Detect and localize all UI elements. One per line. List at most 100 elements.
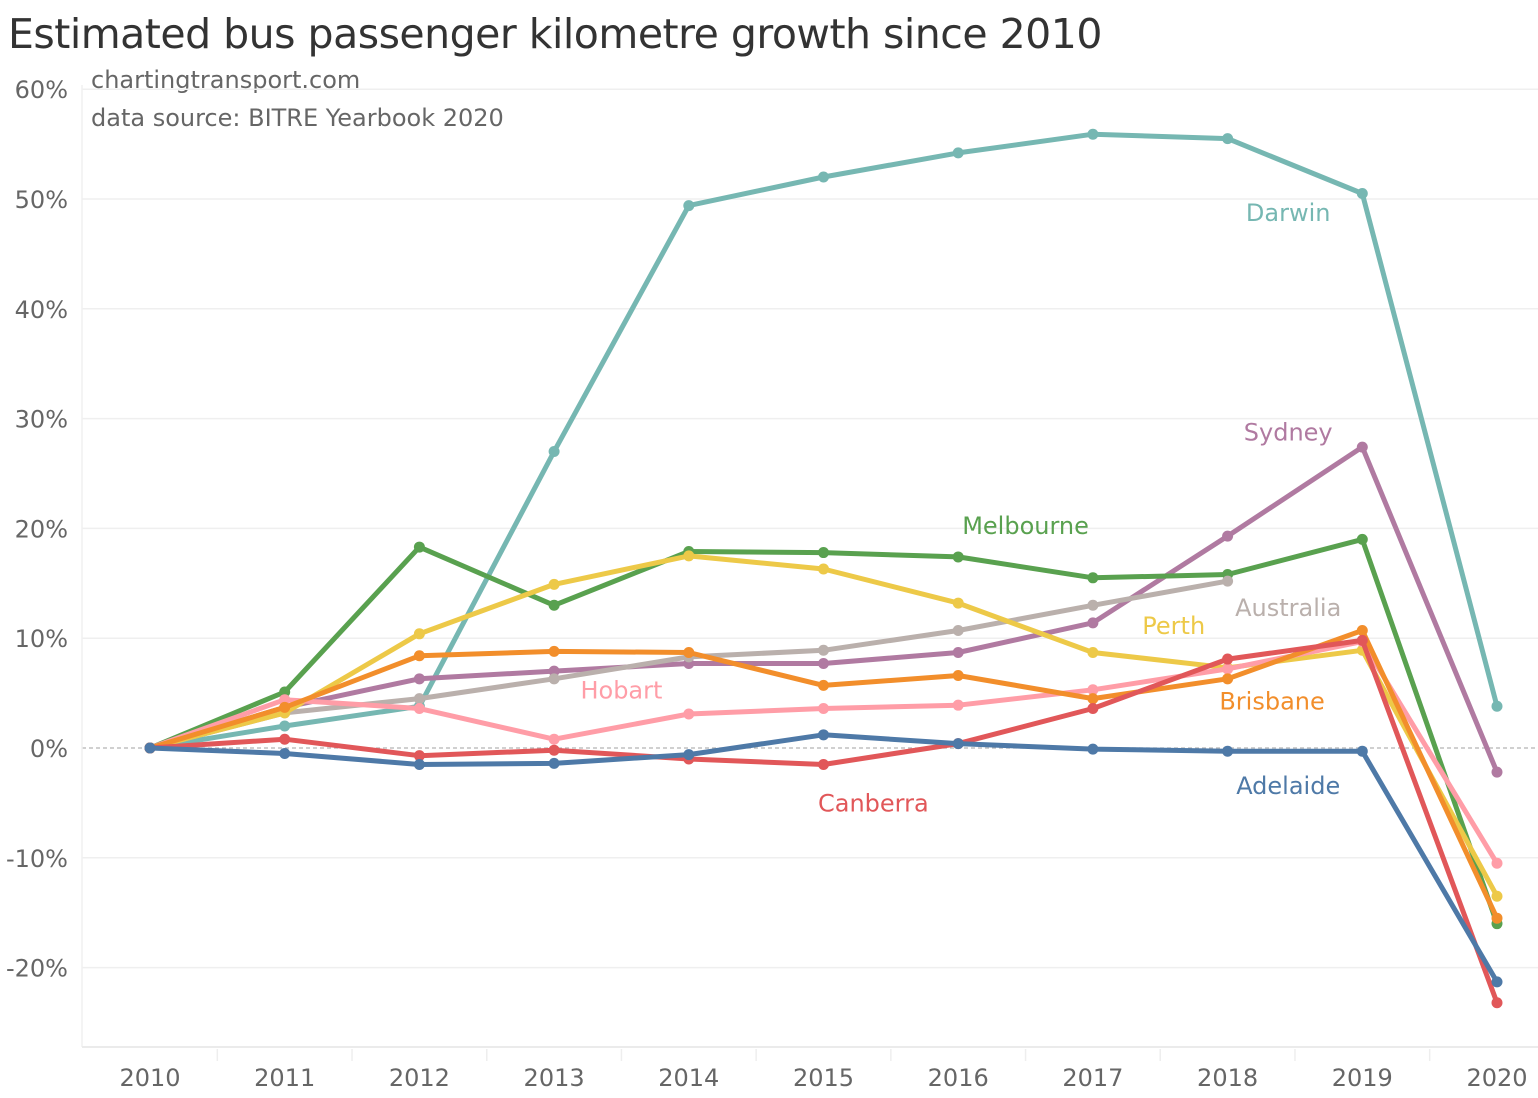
data-point-melbourne bbox=[952, 551, 964, 563]
data-point-adelaide bbox=[1222, 745, 1234, 757]
data-point-sydney bbox=[1356, 441, 1368, 453]
gridlines bbox=[82, 88, 1538, 969]
series-label-brisbane: Brisbane bbox=[1219, 688, 1324, 716]
data-point-hobart bbox=[952, 699, 964, 711]
data-point-darwin bbox=[1491, 700, 1503, 712]
x-tick-label: 2019 bbox=[1332, 1064, 1393, 1092]
data-point-hobart bbox=[1087, 684, 1099, 696]
data-point-darwin bbox=[279, 720, 291, 732]
data-point-brisbane bbox=[683, 646, 695, 658]
data-point-brisbane bbox=[413, 650, 425, 662]
data-point-brisbane bbox=[1356, 625, 1368, 637]
data-point-darwin bbox=[683, 200, 695, 212]
x-tick-label: 2011 bbox=[254, 1064, 315, 1092]
y-tick-label: -10% bbox=[6, 845, 68, 873]
data-point-hobart bbox=[683, 708, 695, 720]
series-label-australia: Australia bbox=[1235, 594, 1341, 622]
data-point-australia bbox=[1087, 599, 1099, 611]
data-point-brisbane bbox=[1491, 912, 1503, 924]
series-label-adelaide: Adelaide bbox=[1236, 772, 1340, 800]
chart-title: Estimated bus passenger kilometre growth… bbox=[8, 10, 1102, 58]
data-point-canberra bbox=[1087, 702, 1099, 714]
data-point-canberra bbox=[1356, 634, 1368, 646]
data-point-brisbane bbox=[548, 645, 560, 657]
data-point-canberra bbox=[1491, 997, 1503, 1009]
data-point-brisbane bbox=[952, 670, 964, 682]
data-point-hobart bbox=[818, 702, 829, 714]
x-tick-label: 2015 bbox=[793, 1064, 854, 1092]
data-point-hobart bbox=[413, 702, 425, 714]
data-point-adelaide bbox=[279, 747, 291, 759]
data-point-brisbane bbox=[279, 701, 291, 713]
data-point-hobart bbox=[279, 694, 291, 706]
data-point-melbourne bbox=[413, 541, 425, 553]
data-point-perth bbox=[1087, 646, 1099, 658]
data-point-australia bbox=[952, 625, 964, 637]
series-label-perth: Perth bbox=[1142, 612, 1205, 640]
data-point-darwin bbox=[1356, 188, 1368, 200]
y-tick-label: 20% bbox=[15, 515, 68, 543]
data-point-adelaide bbox=[144, 742, 156, 754]
data-point-adelaide bbox=[548, 757, 560, 769]
x-tick-label: 2013 bbox=[524, 1064, 585, 1092]
x-tick-label: 2017 bbox=[1062, 1064, 1123, 1092]
data-point-sydney bbox=[413, 673, 425, 685]
data-point-melbourne bbox=[1356, 533, 1368, 545]
data-point-sydney bbox=[1087, 617, 1099, 629]
data-point-australia bbox=[548, 673, 560, 685]
data-point-sydney bbox=[1222, 530, 1234, 542]
data-point-canberra bbox=[1222, 653, 1234, 665]
series-adelaide bbox=[144, 729, 1503, 988]
x-tick-label: 2020 bbox=[1466, 1064, 1527, 1092]
data-point-melbourne bbox=[548, 599, 560, 611]
y-tick-label: 50% bbox=[15, 186, 68, 214]
data-point-canberra bbox=[413, 750, 425, 762]
data-point-perth bbox=[1491, 890, 1503, 902]
data-point-perth bbox=[952, 597, 964, 609]
y-tick-label: -20% bbox=[6, 955, 68, 983]
data-point-adelaide bbox=[1356, 745, 1368, 757]
y-tick-label: 30% bbox=[15, 406, 68, 434]
series-labels: Darwin Sydney Melbourne Australia Perth Hobar… bbox=[580, 199, 1341, 818]
y-tick-label: 60% bbox=[15, 76, 68, 104]
series-lines bbox=[144, 128, 1503, 1009]
data-point-australia bbox=[818, 644, 829, 656]
series-darwin bbox=[144, 128, 1503, 754]
data-point-brisbane bbox=[818, 679, 829, 691]
x-tick-label: 2018 bbox=[1197, 1064, 1258, 1092]
data-point-perth bbox=[683, 550, 695, 562]
data-point-sydney bbox=[548, 665, 560, 677]
data-point-brisbane bbox=[1222, 673, 1234, 685]
data-point-perth bbox=[818, 563, 829, 575]
data-point-darwin bbox=[1087, 128, 1099, 140]
data-point-adelaide bbox=[683, 749, 695, 761]
series-label-hobart: Hobart bbox=[580, 677, 662, 705]
subtitle-data-source: data source: BITRE Yearbook 2020 bbox=[91, 104, 504, 132]
data-point-perth bbox=[548, 578, 560, 590]
data-point-brisbane bbox=[1087, 693, 1099, 705]
data-point-hobart bbox=[1222, 663, 1234, 675]
data-point-melbourne bbox=[818, 547, 829, 559]
x-tick-label: 2016 bbox=[928, 1064, 989, 1092]
x-tick-label: 2010 bbox=[119, 1064, 180, 1092]
series-hobart bbox=[144, 635, 1503, 869]
data-point-australia bbox=[413, 693, 425, 705]
data-point-canberra bbox=[279, 733, 291, 745]
data-point-adelaide bbox=[1491, 976, 1503, 988]
series-label-sydney: Sydney bbox=[1244, 419, 1333, 447]
data-point-perth bbox=[413, 628, 425, 640]
series-label-darwin: Darwin bbox=[1246, 199, 1331, 227]
data-point-sydney bbox=[818, 657, 829, 669]
data-point-sydney bbox=[952, 646, 964, 658]
x-tick-label: 2014 bbox=[658, 1064, 719, 1092]
data-point-melbourne bbox=[279, 686, 291, 698]
data-point-sydney bbox=[1491, 766, 1503, 778]
series-label-canberra: Canberra bbox=[818, 790, 929, 818]
series-label-melbourne: Melbourne bbox=[962, 512, 1089, 540]
data-point-darwin bbox=[952, 147, 964, 159]
data-point-hobart bbox=[548, 733, 560, 745]
y-tick-label: 40% bbox=[15, 296, 68, 324]
axes: 60% 50% 40% 30% 20% 10% 0% -10% -20% 2010 2011 2012… bbox=[6, 76, 1538, 1092]
data-point-melbourne bbox=[1087, 572, 1099, 584]
